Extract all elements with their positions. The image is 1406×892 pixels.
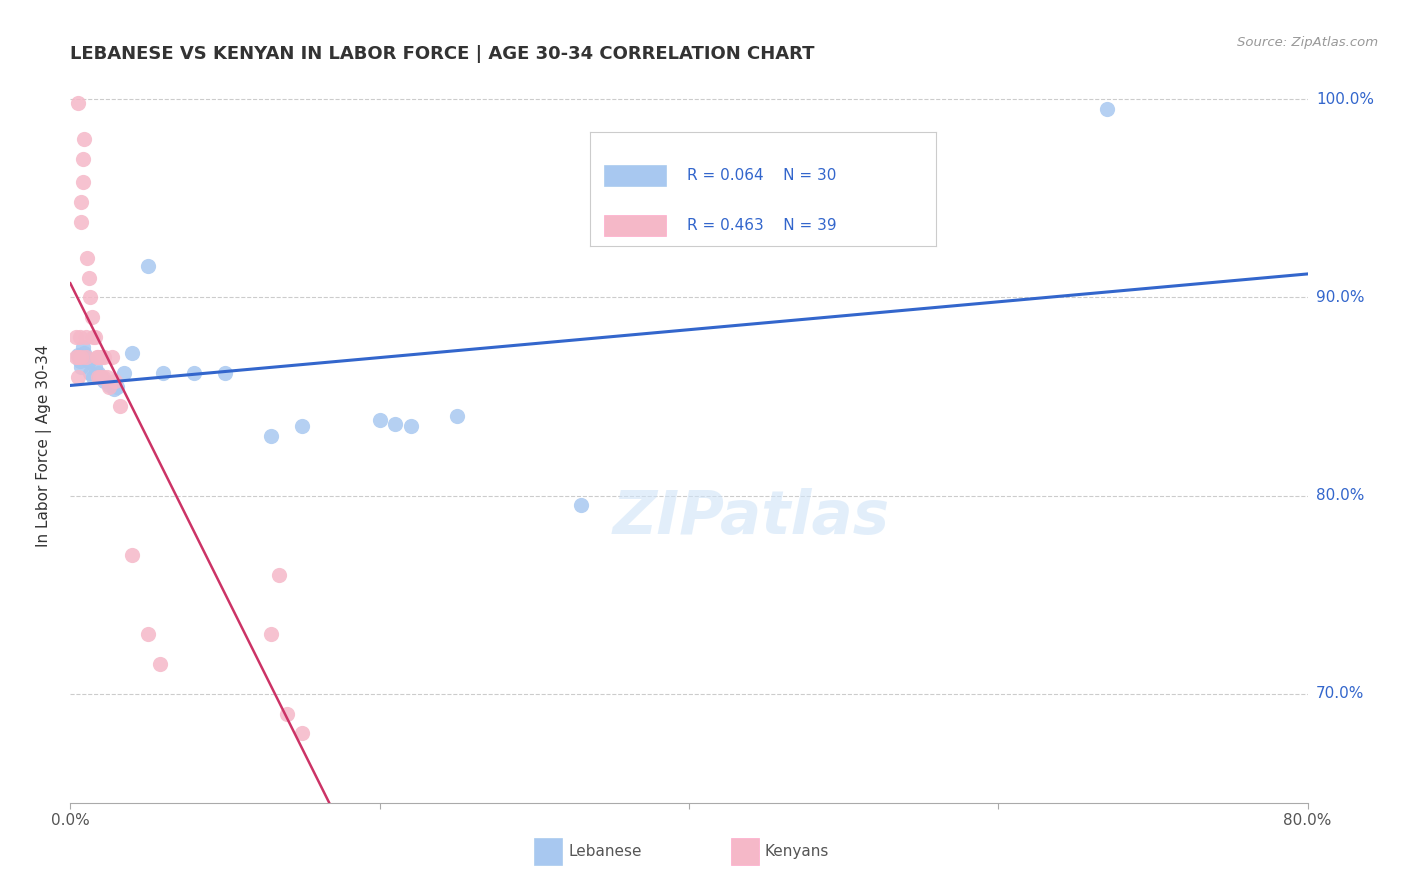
Text: R = 0.463    N = 39: R = 0.463 N = 39 bbox=[688, 219, 837, 233]
Point bbox=[79, 290, 101, 304]
Point bbox=[91, 369, 114, 384]
Text: Lebanese: Lebanese bbox=[568, 845, 641, 859]
Point bbox=[77, 353, 100, 368]
Point bbox=[84, 330, 107, 344]
Text: Kenyans: Kenyans bbox=[765, 845, 830, 859]
Text: LEBANESE VS KENYAN IN LABOR FORCE | AGE 30-34 CORRELATION CHART: LEBANESE VS KENYAN IN LABOR FORCE | AGE … bbox=[70, 45, 815, 62]
Point bbox=[70, 359, 93, 374]
Point bbox=[399, 419, 422, 434]
Point bbox=[183, 366, 205, 380]
Point bbox=[70, 350, 93, 364]
Point bbox=[75, 330, 97, 344]
Point bbox=[114, 366, 135, 380]
Point bbox=[90, 350, 112, 364]
Bar bbox=[603, 215, 666, 235]
Text: ZIPatlas: ZIPatlas bbox=[612, 488, 890, 547]
Point bbox=[65, 350, 87, 364]
Point bbox=[276, 706, 298, 721]
Point bbox=[76, 251, 98, 265]
Point bbox=[214, 366, 236, 380]
Point bbox=[87, 350, 110, 364]
Point bbox=[80, 310, 103, 325]
Point bbox=[108, 400, 131, 414]
Point bbox=[260, 627, 283, 641]
Text: Source: ZipAtlas.com: Source: ZipAtlas.com bbox=[1237, 36, 1378, 49]
Y-axis label: In Labor Force | Age 30-34: In Labor Force | Age 30-34 bbox=[37, 344, 52, 548]
Point bbox=[90, 369, 112, 384]
Point bbox=[96, 369, 118, 384]
Point bbox=[82, 330, 105, 344]
Point bbox=[104, 374, 127, 388]
Point bbox=[72, 340, 94, 354]
Point bbox=[86, 350, 108, 364]
Point bbox=[136, 259, 159, 273]
Point bbox=[103, 382, 125, 396]
Point bbox=[75, 350, 97, 364]
Point bbox=[368, 413, 391, 427]
Point bbox=[72, 175, 94, 189]
Point bbox=[101, 350, 124, 364]
Point bbox=[260, 429, 283, 443]
Text: R = 0.064    N = 30: R = 0.064 N = 30 bbox=[688, 168, 837, 183]
Point bbox=[1095, 102, 1118, 116]
Point bbox=[93, 374, 115, 388]
Point bbox=[75, 350, 97, 364]
Point bbox=[65, 330, 87, 344]
Point bbox=[105, 379, 128, 393]
Point bbox=[72, 152, 94, 166]
Point bbox=[446, 409, 468, 424]
Point bbox=[291, 726, 314, 740]
Point bbox=[67, 350, 90, 364]
Point bbox=[291, 419, 314, 434]
Point bbox=[569, 499, 592, 513]
Point bbox=[136, 627, 159, 641]
Text: 100.0%: 100.0% bbox=[1316, 92, 1374, 107]
Point bbox=[93, 350, 115, 364]
Point bbox=[152, 366, 174, 380]
Point bbox=[84, 359, 107, 374]
Point bbox=[121, 548, 143, 562]
Point bbox=[269, 567, 291, 582]
Point bbox=[67, 96, 90, 111]
Point bbox=[87, 369, 110, 384]
Point bbox=[121, 346, 143, 360]
Point bbox=[89, 369, 111, 384]
Point bbox=[73, 132, 96, 146]
Point bbox=[69, 353, 91, 368]
Point bbox=[70, 195, 93, 210]
Text: 90.0%: 90.0% bbox=[1316, 290, 1364, 305]
Point bbox=[384, 417, 406, 432]
Point bbox=[70, 215, 93, 229]
Point bbox=[67, 369, 90, 384]
Text: 80.0%: 80.0% bbox=[1316, 488, 1364, 503]
Point bbox=[67, 348, 90, 362]
Point bbox=[69, 330, 91, 344]
Point bbox=[77, 270, 100, 285]
Point bbox=[98, 379, 120, 393]
Point bbox=[87, 366, 110, 380]
Point bbox=[98, 377, 120, 392]
Point bbox=[73, 346, 96, 360]
Point bbox=[82, 369, 105, 384]
Point bbox=[79, 366, 101, 380]
Bar bbox=[603, 165, 666, 186]
Text: 70.0%: 70.0% bbox=[1316, 686, 1364, 701]
Point bbox=[149, 657, 172, 671]
